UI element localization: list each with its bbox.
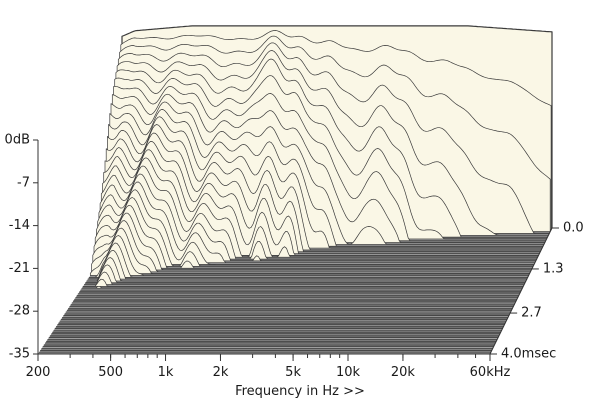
decay-slice (88, 242, 529, 278)
chart-axes: 0dB -7 -14 -21 -28 -35 200 500 1k 2k 5k 10k 20k 60kHz… (5, 133, 584, 381)
y-tick-label: 0dB (5, 133, 30, 148)
decay-slice (99, 173, 537, 262)
decay-slice (85, 264, 526, 284)
decay-slice (91, 227, 530, 275)
time-tick-label: 4.0msec (501, 347, 556, 362)
floor-stripe (65, 311, 512, 314)
time-tick-label: 0.0 (563, 221, 584, 236)
decay-slice (100, 165, 538, 260)
decay-slice (86, 257, 527, 282)
x-tick-label: 20k (391, 365, 416, 380)
y-tick-label: -14 (9, 218, 30, 233)
x-tick-label: 500 (98, 365, 123, 380)
time-axis-line (489, 227, 553, 355)
x-tick-label: 5k (285, 365, 301, 380)
decay-slice (83, 271, 525, 285)
decay-slice (89, 235, 529, 276)
decay-slice (87, 250, 528, 280)
decay-slice (82, 278, 524, 287)
floor-stripe (45, 340, 497, 343)
x-tick-label: 2k (213, 365, 229, 380)
decay-slice (81, 285, 523, 289)
y-tick-label: -7 (17, 175, 30, 190)
x-tick-label: 60kHz (470, 365, 511, 380)
x-axis-label: Frequency in Hz >> (235, 384, 365, 399)
x-tick-label: 200 (26, 365, 51, 380)
x-tick-label: 1k (158, 365, 174, 380)
y-tick-label: -21 (9, 261, 30, 276)
y-tick-label: -28 (9, 304, 30, 319)
y-tick-label: -35 (9, 347, 30, 362)
time-tick-label: 1.3 (543, 261, 564, 276)
x-tick-label: 10k (336, 365, 361, 380)
time-tick-label: 2.7 (521, 306, 542, 321)
csd-slices (37, 25, 553, 355)
